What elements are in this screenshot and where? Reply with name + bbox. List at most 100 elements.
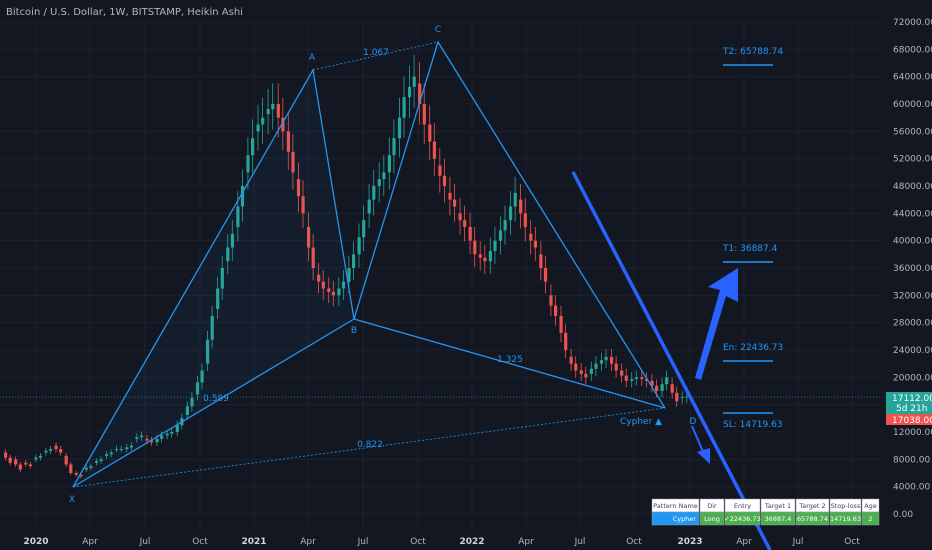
candle-body: [493, 240, 497, 251]
x-tick-label: Oct: [410, 537, 426, 547]
candle-body: [195, 382, 200, 395]
table-value-cell: [724, 511, 761, 526]
candle-body: [432, 141, 436, 159]
table-value-cell: [651, 511, 700, 526]
candle-body: [170, 432, 174, 434]
table-header: Target 2: [798, 502, 825, 510]
candle-body: [8, 457, 12, 463]
candle-body: [119, 449, 123, 451]
candle-body: [498, 230, 503, 241]
harmonic-pattern: X A B C D 0.589 1.067 1.325 0.822: [69, 25, 697, 505]
x-tick-label: Apr: [518, 537, 534, 547]
level-label: En: 22436.73: [723, 343, 783, 353]
current-price-tag: [886, 392, 932, 414]
candle-body: [190, 397, 194, 407]
candle-body: [14, 459, 18, 465]
candle-body: [523, 213, 527, 227]
candle-body: [670, 384, 674, 393]
candle-body: [680, 397, 684, 399]
ratio-line-xd: [72, 407, 666, 488]
table-value-cell: [861, 511, 880, 526]
candle-body: [165, 433, 169, 436]
time-axis[interactable]: 2020 Apr Jul Oct 2021 Apr Jul Oct 2022 Apr Jul Oct 2…: [23, 537, 860, 547]
pattern-point-c: C: [435, 25, 441, 35]
candle-body: [94, 461, 99, 463]
candle-body: [453, 199, 457, 207]
y-tick-label: 72000.00: [893, 18, 932, 28]
candle-body: [115, 449, 119, 451]
x-tick-label: Oct: [844, 537, 860, 547]
y-tick-label: 0.00: [893, 510, 913, 520]
candle-body: [291, 151, 295, 173]
candle-body: [155, 438, 159, 443]
candle-body: [150, 440, 154, 443]
pattern-xb-line: [72, 318, 355, 488]
candle-body: [644, 379, 649, 381]
candle-body: [160, 435, 164, 439]
y-tick-label: 12000.00: [893, 428, 932, 438]
y-tick-label: 4000.00: [893, 483, 930, 493]
candle-body: [84, 467, 88, 470]
up-arrow: [695, 268, 738, 380]
candle-body: [271, 104, 275, 110]
candle-body: [59, 449, 63, 453]
x-tick-label: 2022: [459, 537, 484, 547]
x-tick-label: Apr: [736, 537, 752, 547]
candle-body: [311, 247, 315, 268]
price-axis[interactable]: 72000.00 68000.00 64000.00 60000.00 56000.00…: [893, 18, 932, 520]
y-tick-label: 36000.00: [893, 264, 932, 274]
candle-body: [620, 370, 624, 376]
candle-body: [408, 86, 412, 98]
candle-body: [341, 281, 346, 289]
candle-body: [554, 305, 558, 316]
candle-body: [44, 450, 48, 453]
candle-body: [584, 373, 588, 378]
candle-body: [352, 254, 356, 268]
y-tick-label: 56000.00: [893, 127, 932, 137]
y-tick-label: 52000.00: [893, 155, 932, 165]
prev-price-tag: [886, 414, 932, 425]
table-value: 65788.74: [797, 515, 828, 523]
candle-body: [236, 206, 240, 227]
y-tick-label: 68000.00: [893, 45, 932, 55]
candle-body: [392, 138, 396, 156]
candle-body: [220, 268, 224, 289]
candle-body: [594, 363, 598, 369]
candle-body: [438, 165, 442, 176]
candle-body: [129, 445, 133, 448]
candle-body: [347, 268, 351, 282]
candle-body: [139, 435, 144, 438]
table-value-cell: [699, 511, 725, 526]
candle-body: [301, 196, 305, 214]
candle-body: [64, 455, 68, 465]
y-tick-label: 20000.00: [893, 373, 932, 383]
candle-body: [185, 406, 189, 415]
candle-body: [367, 199, 371, 214]
candle-body: [327, 288, 331, 292]
pattern-xab-fill: [73, 70, 354, 487]
pattern-point-a: A: [309, 53, 316, 63]
table-header: Target 1: [764, 502, 791, 510]
candle-body: [458, 213, 462, 221]
candle-body: [402, 97, 406, 118]
x-tick-label: Jul: [139, 537, 151, 547]
candle-body: [99, 459, 103, 462]
pattern-table: Pattern Name Cypher Dir Long Entry ✓22436.73 T…: [651, 498, 880, 526]
candle-body: [261, 117, 265, 125]
candle-body: [529, 233, 533, 241]
level-label: T2: 65788.74: [722, 47, 783, 57]
x-tick-label: Apr: [82, 537, 98, 547]
candle-body: [317, 274, 321, 282]
candle-body: [105, 454, 109, 456]
x-tick-label: Jul: [357, 537, 369, 547]
candle-body: [650, 380, 654, 386]
candle-body: [428, 124, 432, 142]
candle-body: [509, 206, 513, 221]
candle-body: [216, 288, 220, 309]
down-arrow-head: [697, 448, 710, 464]
candle-body: [448, 192, 452, 200]
y-tick-label: 32000.00: [893, 291, 932, 301]
table-header: Pattern Name: [653, 502, 698, 510]
